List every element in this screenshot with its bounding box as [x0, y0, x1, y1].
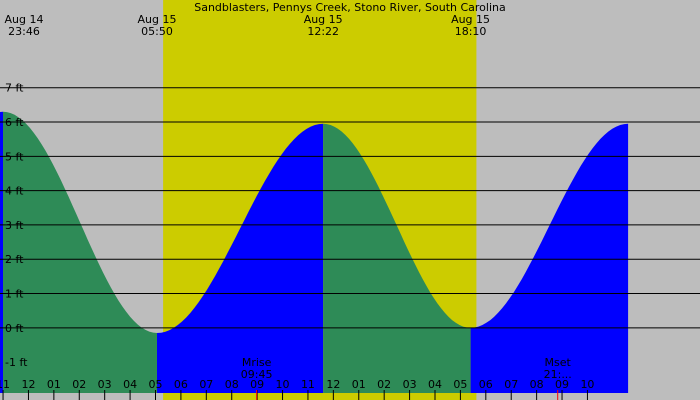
x-tick-label: 07	[199, 378, 213, 391]
x-tick-label: 07	[504, 378, 518, 391]
y-tick-label: 2 ft	[5, 253, 24, 266]
y-tick-label: 7 ft	[5, 82, 24, 95]
y-tick-label: 0 ft	[5, 322, 24, 335]
x-tick-label: 05	[148, 378, 162, 391]
rising-tide-segment	[470, 123, 629, 393]
rising-tide-segment	[0, 111, 3, 393]
moon-event-label: Mrise	[242, 356, 272, 369]
tide-date-label: Aug 15	[451, 13, 490, 26]
x-tick-label: 02	[72, 378, 86, 391]
tide-area-layer	[0, 111, 629, 393]
x-tick-label: 09	[555, 378, 569, 391]
x-tick-label: 04	[428, 378, 442, 391]
x-tick-label: 12	[326, 378, 340, 391]
x-tick-label: 06	[174, 378, 188, 391]
y-tick-label: 4 ft	[5, 185, 24, 198]
x-tick-label: 01	[352, 378, 366, 391]
tide-date-label: Aug 15	[304, 13, 343, 26]
moon-event-time: 21:...	[544, 368, 572, 381]
tide-date-label: Aug 15	[138, 13, 177, 26]
x-tick-label: 11	[301, 378, 315, 391]
y-tick-label: -1 ft	[5, 356, 28, 369]
tide-time-label: 05:50	[141, 25, 173, 38]
moon-event-time: 09:45	[241, 368, 273, 381]
y-tick-label: 1 ft	[5, 288, 24, 301]
chart-title: Sandblasters, Pennys Creek, Stono River,…	[194, 1, 506, 14]
x-tick-label: 03	[98, 378, 112, 391]
x-tick-label: 12	[21, 378, 35, 391]
x-tick-label: 06	[479, 378, 493, 391]
y-tick-label: 3 ft	[5, 219, 24, 232]
x-tick-label: 03	[403, 378, 417, 391]
grid-layer	[0, 87, 700, 329]
x-tick-layer: 11 12 01 02 03 04 05 06 07 08 09 10 11 12 01 02 03 04 05 06…	[0, 378, 594, 400]
y-tick-label: 6 ft	[5, 116, 24, 129]
x-tick-label: 08	[225, 378, 239, 391]
x-tick-label: 08	[530, 378, 544, 391]
y-tick-layer: -1 ft 0 ft 1 ft 2 ft 3 ft 4 ft 5 ft 6 ft 7 ft	[5, 82, 28, 369]
x-tick-label: 10	[580, 378, 594, 391]
x-tick-label: 05	[453, 378, 467, 391]
x-tick-label: 11	[0, 378, 10, 391]
tide-time-label: 18:10	[455, 25, 487, 38]
x-tick-label: 04	[123, 378, 137, 391]
tide-time-label: 12:22	[307, 25, 339, 38]
x-tick-label: 01	[47, 378, 61, 391]
y-tick-label: 5 ft	[5, 150, 24, 163]
moon-event-label: Mset	[545, 356, 572, 369]
x-tick-label: 09	[250, 378, 264, 391]
x-tick-label: 02	[377, 378, 391, 391]
tide-date-label: Aug 14	[5, 13, 44, 26]
x-tick-label: 10	[276, 378, 290, 391]
tide-time-label: 23:46	[8, 25, 40, 38]
falling-tide-segment	[3, 111, 157, 393]
